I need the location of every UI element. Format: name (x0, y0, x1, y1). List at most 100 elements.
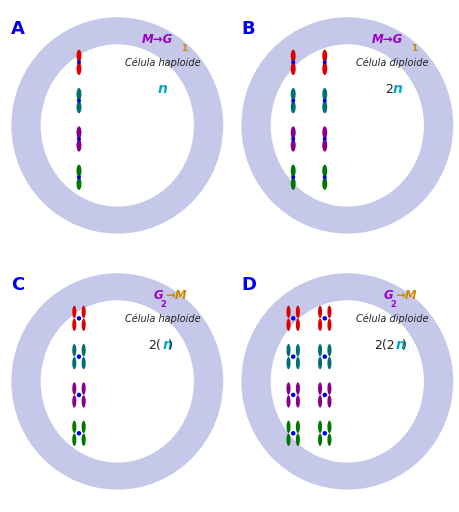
Ellipse shape (72, 318, 76, 331)
Ellipse shape (40, 45, 194, 206)
Ellipse shape (322, 88, 326, 100)
Ellipse shape (81, 344, 85, 356)
Ellipse shape (286, 318, 290, 331)
Ellipse shape (317, 395, 321, 408)
Text: n: n (395, 338, 405, 352)
Ellipse shape (317, 318, 321, 331)
Circle shape (77, 99, 81, 103)
Circle shape (322, 354, 326, 359)
Text: B: B (241, 19, 254, 37)
Text: D: D (241, 275, 256, 293)
Text: 1: 1 (410, 45, 416, 53)
Ellipse shape (322, 50, 326, 62)
Ellipse shape (290, 165, 295, 177)
Ellipse shape (290, 126, 295, 139)
Text: 2: 2 (384, 83, 392, 96)
Circle shape (77, 354, 81, 359)
Ellipse shape (295, 344, 299, 356)
Circle shape (322, 316, 326, 321)
Circle shape (77, 60, 81, 65)
Ellipse shape (295, 395, 299, 408)
Ellipse shape (81, 382, 85, 395)
Ellipse shape (290, 62, 295, 75)
Ellipse shape (11, 273, 223, 489)
Ellipse shape (76, 178, 81, 190)
Circle shape (77, 316, 81, 321)
Text: M→G: M→G (142, 33, 173, 46)
Circle shape (322, 393, 326, 397)
Ellipse shape (72, 306, 76, 318)
Text: 2: 2 (390, 301, 396, 309)
Ellipse shape (327, 344, 331, 356)
Circle shape (77, 431, 81, 436)
Text: n: n (392, 82, 401, 96)
Ellipse shape (81, 318, 85, 331)
Text: G: G (153, 289, 162, 302)
Ellipse shape (322, 178, 326, 190)
Text: 2(2: 2(2 (374, 339, 394, 352)
Ellipse shape (72, 344, 76, 356)
Ellipse shape (322, 101, 326, 113)
Ellipse shape (81, 421, 85, 433)
Text: 1: 1 (180, 45, 186, 53)
Ellipse shape (317, 306, 321, 318)
Ellipse shape (295, 357, 299, 369)
Text: C: C (11, 275, 25, 293)
Ellipse shape (81, 357, 85, 369)
Ellipse shape (40, 301, 194, 462)
Ellipse shape (286, 421, 290, 433)
Ellipse shape (290, 88, 295, 100)
Ellipse shape (286, 382, 290, 395)
Ellipse shape (72, 395, 76, 408)
Ellipse shape (72, 421, 76, 433)
Ellipse shape (286, 306, 290, 318)
Circle shape (322, 60, 326, 65)
Ellipse shape (327, 421, 331, 433)
Ellipse shape (327, 306, 331, 318)
Text: Célula haploide: Célula haploide (124, 57, 200, 68)
Ellipse shape (286, 434, 290, 446)
Ellipse shape (327, 357, 331, 369)
Circle shape (77, 137, 81, 141)
Ellipse shape (72, 382, 76, 395)
Ellipse shape (290, 101, 295, 113)
Ellipse shape (72, 357, 76, 369)
Ellipse shape (286, 344, 290, 356)
Ellipse shape (322, 126, 326, 139)
Circle shape (290, 431, 295, 436)
Ellipse shape (327, 434, 331, 446)
Text: n: n (162, 338, 172, 352)
Ellipse shape (295, 318, 299, 331)
Ellipse shape (76, 165, 81, 177)
Ellipse shape (322, 62, 326, 75)
Circle shape (290, 393, 295, 397)
Text: Célula diploide: Célula diploide (355, 313, 428, 324)
Ellipse shape (295, 421, 299, 433)
Ellipse shape (290, 178, 295, 190)
Text: n: n (157, 82, 167, 96)
Circle shape (322, 431, 326, 436)
Ellipse shape (76, 50, 81, 62)
Ellipse shape (11, 17, 223, 233)
Text: Célula diploide: Célula diploide (355, 57, 428, 68)
Circle shape (322, 99, 326, 103)
Ellipse shape (327, 395, 331, 408)
Ellipse shape (81, 306, 85, 318)
Circle shape (291, 60, 295, 65)
Text: G: G (382, 289, 392, 302)
Circle shape (77, 393, 81, 397)
Circle shape (322, 175, 326, 179)
Circle shape (290, 316, 295, 321)
Circle shape (290, 354, 295, 359)
Text: Célula haploide: Célula haploide (124, 313, 200, 324)
Text: A: A (11, 19, 25, 37)
Circle shape (291, 175, 295, 179)
Ellipse shape (295, 434, 299, 446)
Ellipse shape (317, 421, 321, 433)
Ellipse shape (76, 62, 81, 75)
Ellipse shape (327, 318, 331, 331)
Ellipse shape (327, 382, 331, 395)
Ellipse shape (295, 382, 299, 395)
Text: 2: 2 (160, 301, 166, 309)
Ellipse shape (81, 434, 85, 446)
